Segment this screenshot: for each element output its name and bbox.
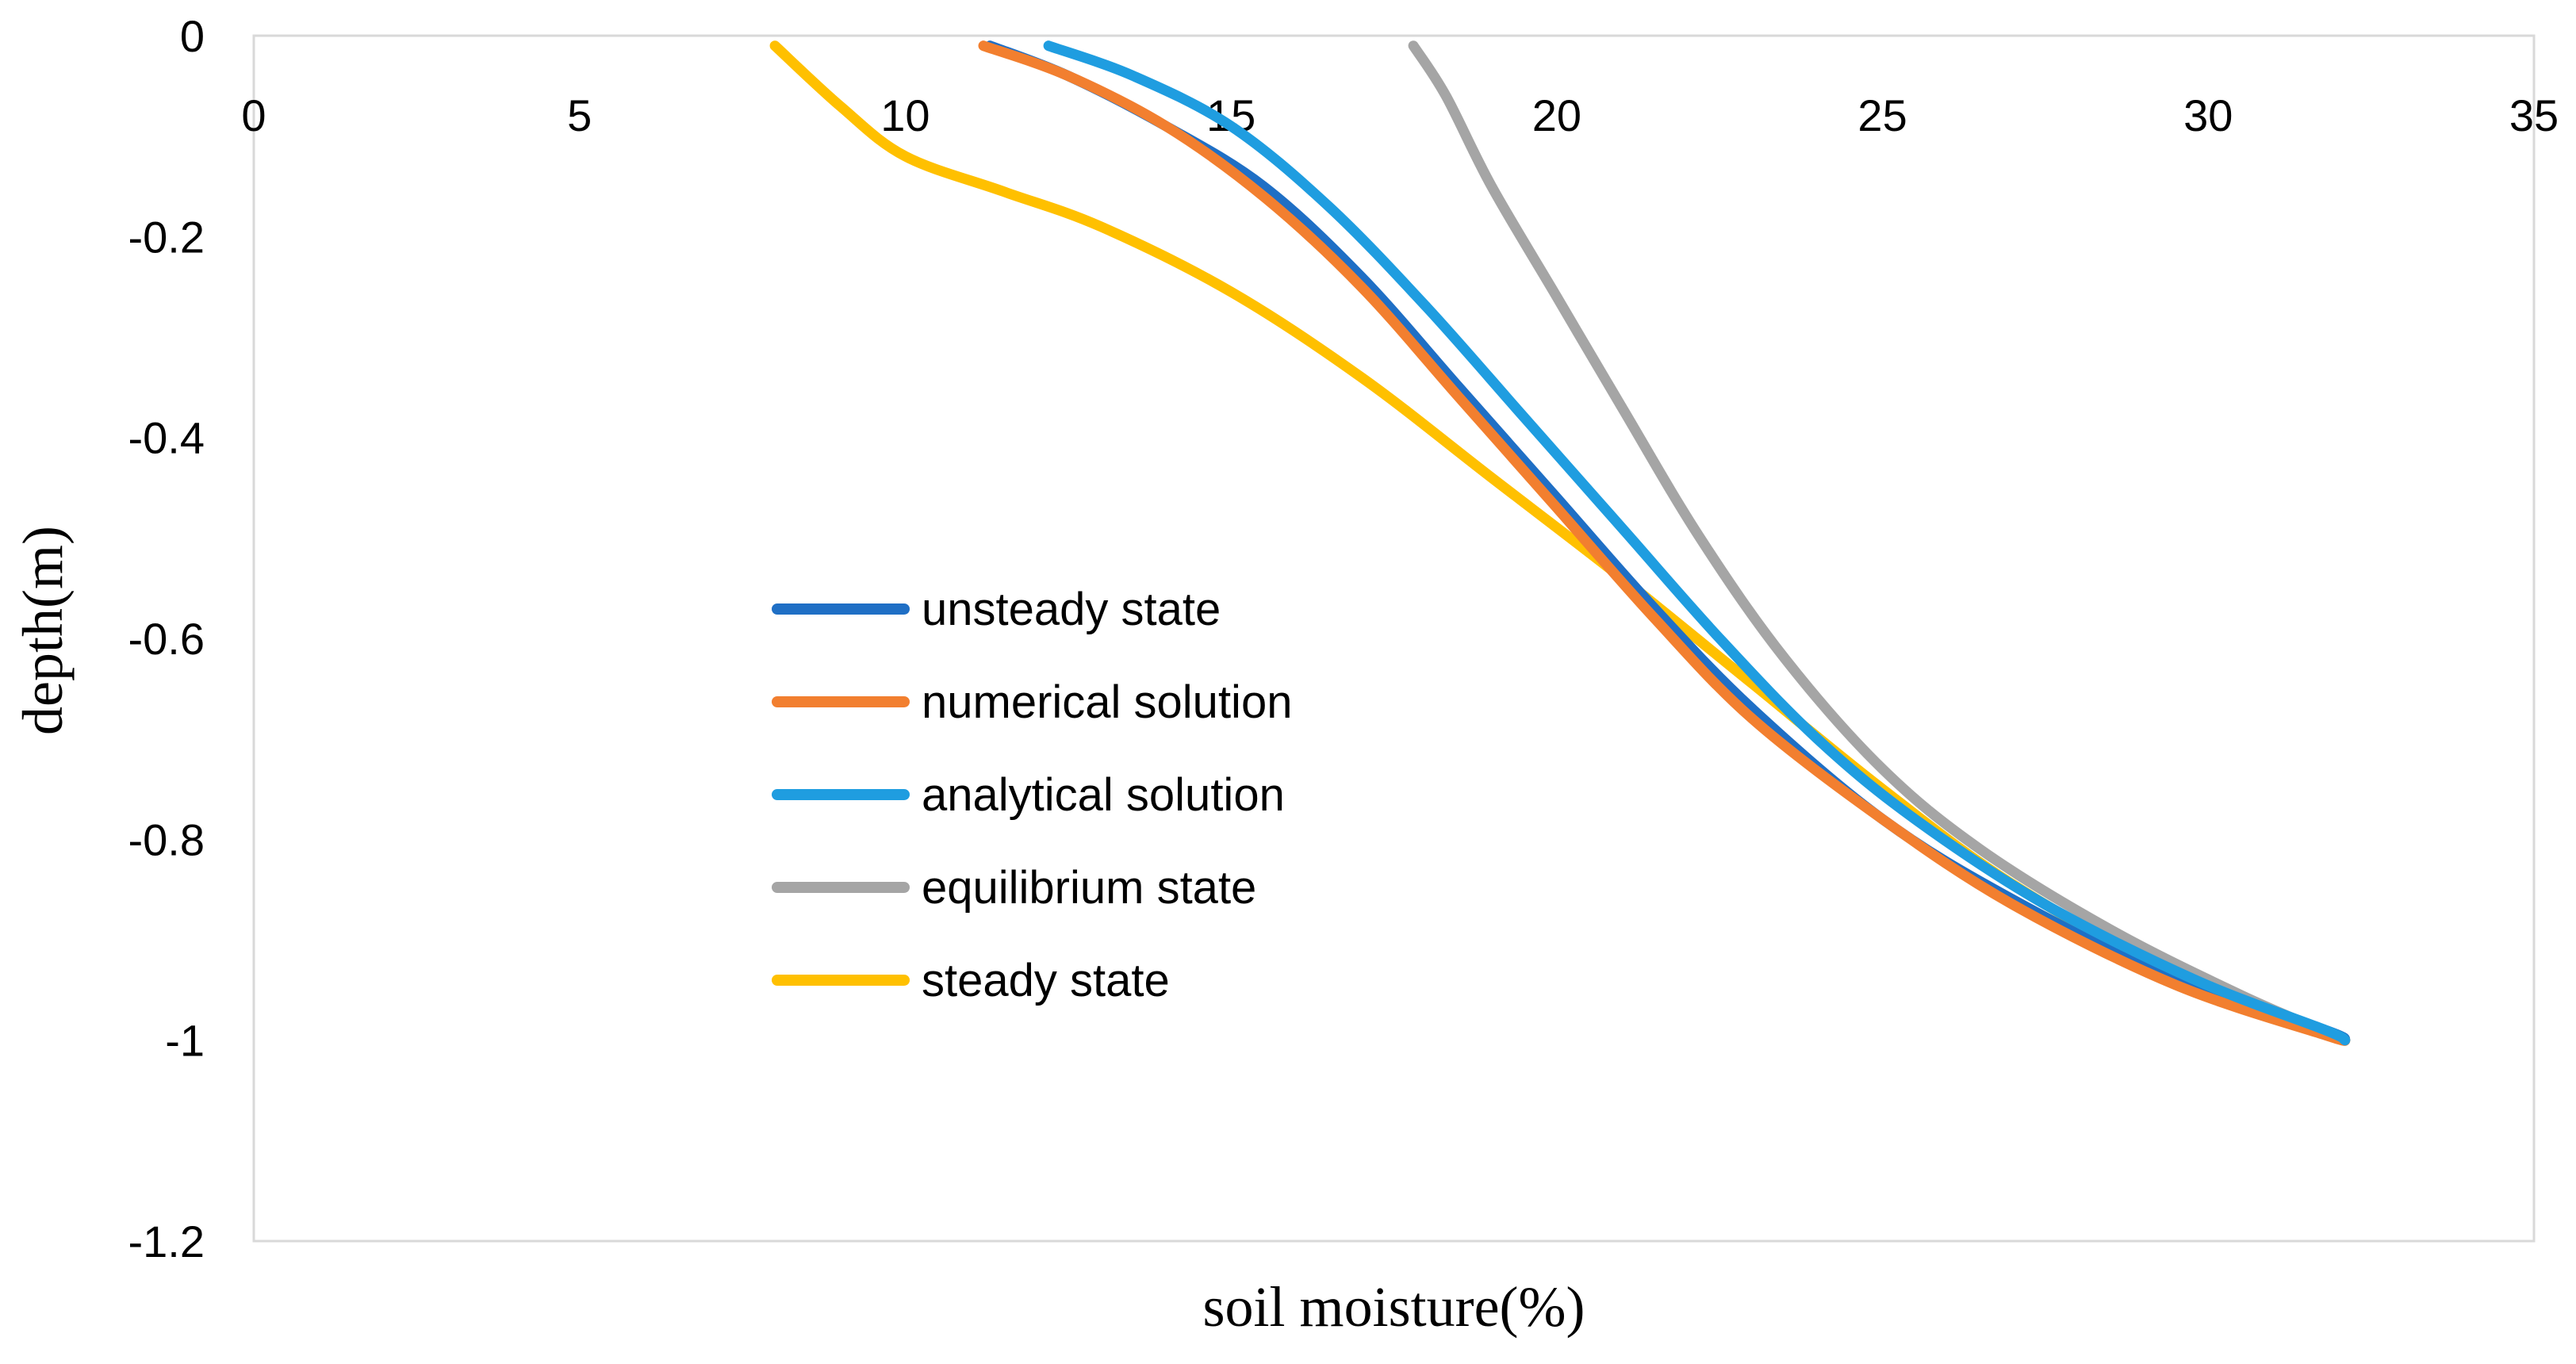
x-tick-label: 35 <box>2509 90 2559 140</box>
y-tick-label: -0.4 <box>128 413 205 463</box>
x-tick-label: 0 <box>241 90 266 140</box>
y-tick-label: 0 <box>180 11 205 61</box>
x-tick-labels: 0 5 10 15 20 25 30 35 <box>241 90 2559 140</box>
legend-label: analytical solution <box>922 769 1285 821</box>
series-line-analytical-solution <box>1043 40 2351 1046</box>
legend-label: numerical solution <box>922 676 1292 728</box>
x-tick-label: 30 <box>2183 90 2233 140</box>
legend-label: steady state <box>922 955 1170 1006</box>
y-tick-labels: 0 -0.2 -0.4 -0.6 -0.8 -1 -1.2 <box>128 11 205 1266</box>
y-tick-label: -0.8 <box>128 814 205 864</box>
x-tick-label: 20 <box>1532 90 1581 140</box>
y-tick-label: -0.6 <box>128 614 205 664</box>
legend: unsteady state numerical solution analytic… <box>772 584 1292 1006</box>
x-tick-label: 10 <box>880 90 930 140</box>
series-line-equilibrium-state <box>1408 40 2351 1046</box>
x-axis-title: soil moisture(%) <box>1203 1275 1585 1339</box>
series-layer <box>769 40 2351 1046</box>
plot-area <box>252 34 2536 1243</box>
legend-label: unsteady state <box>922 584 1221 635</box>
legend-label: equilibrium state <box>922 862 1256 914</box>
y-axis-title: depth(m) <box>11 526 75 735</box>
y-tick-label: -0.2 <box>128 212 205 262</box>
y-tick-label: -1.2 <box>128 1216 205 1266</box>
y-tick-label: -1 <box>165 1016 205 1066</box>
series-line-numerical-solution <box>978 40 2351 1046</box>
x-tick-label: 25 <box>1857 90 1907 140</box>
x-tick-label: 5 <box>567 90 592 140</box>
